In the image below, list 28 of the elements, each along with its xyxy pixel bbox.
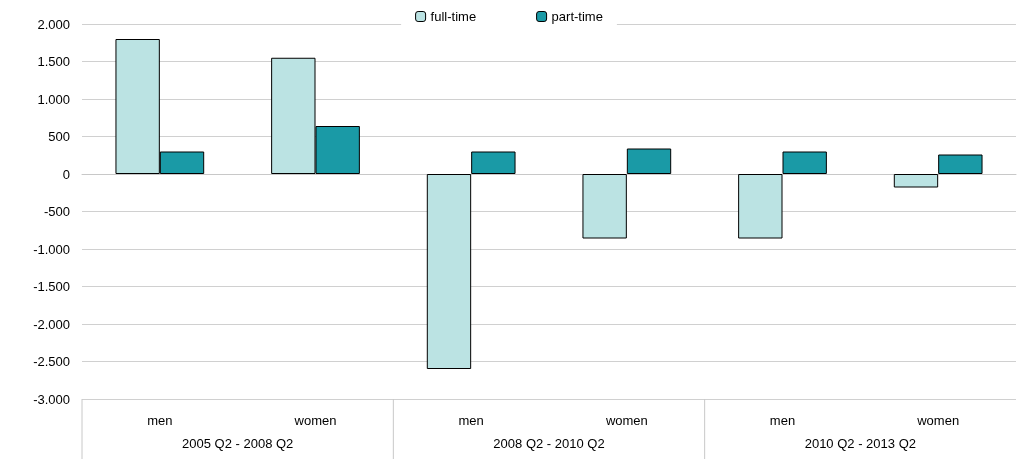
x-tick-label: women bbox=[293, 413, 337, 428]
x-tick-label: men bbox=[769, 413, 796, 428]
text: 2005 Q2 - 2008 Q2 bbox=[182, 436, 294, 451]
legend-label: full-time bbox=[430, 9, 477, 24]
y-tick-label: -2.000 bbox=[33, 316, 70, 332]
y-tick-label: 500 bbox=[48, 129, 70, 144]
y-tick-label: 1.000 bbox=[37, 91, 70, 107]
bar bbox=[938, 154, 983, 174]
x-tick-label: men bbox=[147, 413, 173, 428]
y-tick-label: -500 bbox=[43, 204, 70, 219]
y-tick-label: -1.500 bbox=[33, 279, 70, 294]
y-tick-label: -3.000 bbox=[33, 391, 70, 407]
bar bbox=[582, 174, 627, 239]
x-tick-label: women bbox=[604, 413, 648, 428]
y-tick-label: 1.500 bbox=[37, 54, 70, 69]
bar bbox=[426, 174, 472, 369]
y-tick-label: 0 bbox=[62, 166, 70, 182]
y-tick-label: -1.000 bbox=[33, 241, 70, 257]
y-tick-label: 2.000 bbox=[37, 16, 70, 32]
x-tick-label: men bbox=[458, 413, 484, 428]
x-tick-label: women bbox=[916, 413, 960, 428]
text: 2008 Q2 - 2010 Q2 bbox=[493, 436, 605, 451]
bar bbox=[626, 148, 672, 174]
bar bbox=[893, 174, 939, 188]
text: 2010 Q2 - 2013 Q2 bbox=[804, 436, 916, 451]
y-tick-label: -2.500 bbox=[33, 354, 70, 369]
bar bbox=[471, 151, 516, 174]
legend-label: part-time bbox=[551, 9, 603, 24]
